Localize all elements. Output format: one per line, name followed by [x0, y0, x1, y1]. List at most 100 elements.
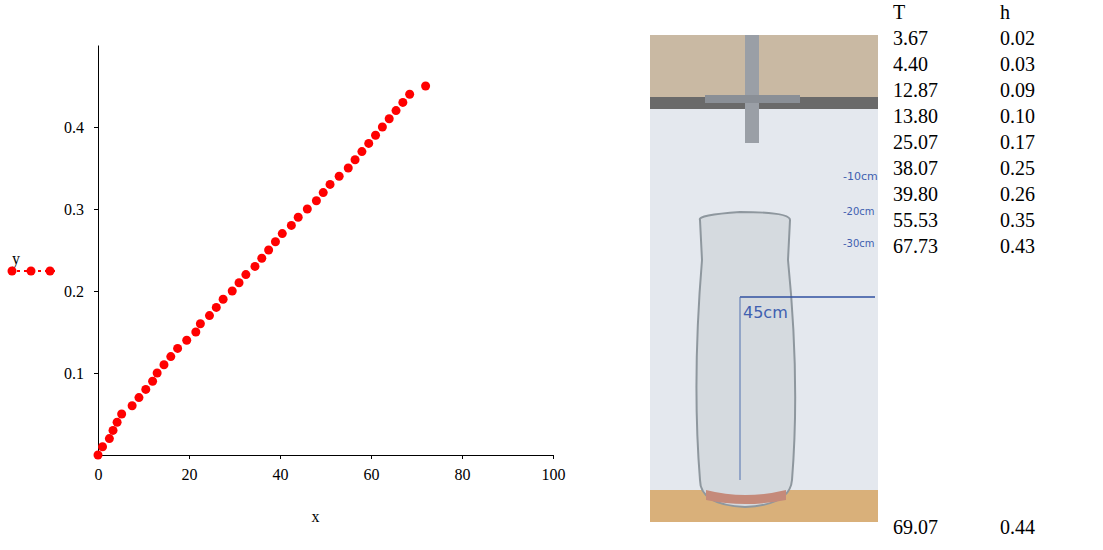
point — [196, 319, 205, 328]
table-cell: 25.07 — [893, 131, 938, 153]
vase — [696, 212, 795, 507]
y-axis-title: y — [12, 250, 20, 268]
x-tick-label: 0 — [95, 466, 103, 483]
clamp — [705, 95, 800, 103]
table-cell: 0.26 — [1000, 183, 1035, 205]
y-axis: 0.1 0.2 0.3 0.4 — [64, 46, 99, 456]
x-tick-mark — [189, 455, 190, 459]
point — [105, 434, 114, 443]
x-tick-mark — [280, 455, 281, 459]
point — [205, 311, 214, 320]
table-cell: 0.09 — [1000, 79, 1035, 101]
point — [287, 221, 296, 230]
point — [257, 254, 266, 263]
point — [371, 131, 380, 140]
table-cell: 4.40 — [893, 53, 928, 75]
y-tick-label: 0.2 — [64, 283, 84, 300]
table-cell: 0.10 — [1000, 105, 1035, 127]
trace-sample-marker — [8, 267, 17, 276]
point — [303, 205, 312, 214]
x-tick-label: 40 — [273, 466, 289, 483]
point — [326, 180, 335, 189]
x-tick: 80 — [455, 455, 471, 483]
table-cell: 55.53 — [893, 209, 938, 231]
point — [166, 352, 175, 361]
point — [148, 377, 157, 386]
point — [94, 451, 103, 460]
y-tick: 0.3 — [64, 201, 98, 218]
point — [117, 410, 126, 419]
x-tick-label: 60 — [364, 466, 380, 483]
y-tick-mark — [94, 373, 98, 374]
point — [392, 106, 401, 115]
x-tick: 20 — [182, 455, 198, 483]
point — [264, 246, 273, 255]
photo-label: -20cm — [843, 206, 875, 217]
point — [344, 164, 353, 173]
point — [98, 442, 107, 451]
point — [173, 344, 182, 353]
x-axis-title: x — [312, 508, 320, 525]
table-header: T — [893, 1, 905, 23]
x-tick-label: 100 — [542, 466, 566, 483]
point — [312, 196, 321, 205]
y-tick-label: 0.4 — [64, 119, 84, 136]
y-tick-label: 0.1 — [64, 365, 84, 382]
point — [128, 401, 137, 410]
x-tick: 40 — [273, 455, 289, 483]
trace-sample-marker — [27, 267, 36, 276]
point — [364, 139, 373, 148]
point — [113, 418, 122, 427]
point — [159, 360, 168, 369]
table-cell: 0.25 — [1000, 157, 1035, 179]
point — [378, 123, 387, 132]
whiteboard — [650, 35, 878, 522]
vase-base — [706, 490, 786, 504]
table-cell: 12.87 — [893, 79, 938, 101]
y-tick-mark — [94, 127, 98, 128]
table-cell: 3.67 — [893, 27, 928, 49]
table-header: h — [1000, 1, 1010, 23]
point — [153, 369, 162, 378]
point — [250, 262, 259, 271]
wall — [650, 35, 878, 97]
trace-sample-marker — [46, 267, 55, 276]
point — [319, 188, 328, 197]
table-cell: 13.80 — [893, 105, 938, 127]
point — [398, 98, 407, 107]
x-axis-line — [99, 455, 554, 456]
y-tick-mark — [94, 291, 98, 292]
x-tick: 60 — [364, 455, 380, 483]
point — [357, 147, 366, 156]
point — [421, 82, 430, 91]
towel — [650, 490, 878, 522]
point — [385, 114, 394, 123]
points — [94, 82, 431, 460]
photo-label: -30cm — [843, 238, 875, 249]
table-cell: 67.73 — [893, 235, 938, 257]
photo-label: -10cm — [843, 170, 878, 183]
point — [134, 393, 143, 402]
point — [212, 303, 221, 312]
x-tick-mark — [462, 455, 463, 459]
y-tick: 0.4 — [64, 119, 98, 136]
x-tick: 100 — [542, 455, 566, 483]
table-cell: 0.44 — [1000, 516, 1035, 538]
faucet — [745, 35, 759, 143]
point — [405, 90, 414, 99]
table-cell: 0.43 — [1000, 235, 1035, 257]
point — [351, 155, 360, 164]
point — [294, 213, 303, 222]
table-cell: 0.17 — [1000, 131, 1035, 153]
height-line — [740, 297, 741, 480]
point — [109, 426, 118, 435]
point — [219, 295, 228, 304]
table-cell: 39.80 — [893, 183, 938, 205]
canvas: 0 20 40 60 80 100 0.1 0.2 0.3 0.4 x y -10cm -20cm -30c… — [0, 0, 1103, 550]
table: Th3.670.024.400.0312.870.0913.800.1025.0… — [893, 1, 1035, 538]
table-cell: 0.03 — [1000, 53, 1035, 75]
point — [335, 172, 344, 181]
point — [228, 287, 237, 296]
table-cell: 0.35 — [1000, 209, 1035, 231]
point — [235, 278, 244, 287]
